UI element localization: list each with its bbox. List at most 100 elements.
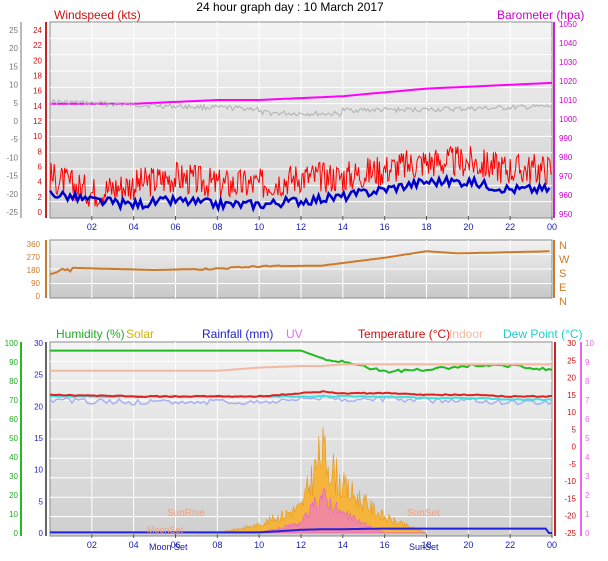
outer-tick: -15 [6,172,18,181]
x-tick-label: 16 [380,222,390,232]
windspeed-tick: 24 [33,26,42,35]
rainfall-tick: 0 [39,529,44,538]
barometer-tick: 1040 [559,39,577,48]
indoor-temperature-series [50,363,552,372]
rainfall-tick: 20 [34,402,43,411]
humidity-tick: 40 [9,453,18,462]
barometer-tick: 1050 [559,20,577,29]
temperature-tick: 25 [567,356,576,365]
temperature-tick: 20 [567,374,576,383]
legend-temperature: Temperature (°C) [358,327,450,341]
outer-tick: 0 [14,117,19,126]
outer-tick: -20 [6,190,18,199]
x-tick-label: 00 [547,540,557,550]
humidity-tick: 60 [9,415,18,424]
windspeed-tick: 20 [33,56,42,65]
windspeed-tick: 18 [33,72,42,81]
direction-tick: 180 [27,266,41,275]
outer-tick: 10 [9,81,18,90]
humidity-tick: 20 [9,491,18,500]
windspeed-tick: 6 [38,163,43,172]
legend-indoor: Indoor [449,327,483,341]
temperature-tick: -25 [564,529,576,538]
direction-tick: 90 [31,279,40,288]
compass-label: N [559,296,567,308]
x-tick-label: 08 [212,540,222,550]
uv-tick: 7 [585,396,590,405]
solar-series [196,427,427,534]
legend-humidity: Humidity (%) [56,327,125,341]
humidity-tick: 30 [9,472,18,481]
compass-label: S [559,268,566,280]
x-tick-label: 08 [212,222,222,232]
x-tick-label: 14 [338,222,348,232]
humidity-tick: 90 [9,358,18,367]
top-horizontal-grid [50,37,552,203]
rainfall-series [50,527,552,534]
x-tick-label: 02 [87,222,97,232]
sunset-annotation: SunSet [407,508,440,519]
x-tick-label: 12 [296,540,306,550]
barometer-axis-label: Barometer (hpa) [497,8,584,22]
moonset-axis-annotation: Moon Set [149,542,188,552]
x-tick-label: 22 [505,222,515,232]
uv-tick: 4 [585,453,590,462]
windspeed-tick: 8 [38,147,43,156]
legend-dewpoint: Dew Point (°C) [503,327,582,341]
x-tick-label: 06 [170,222,180,232]
legend-solar: Solar [126,327,154,341]
windspeed-axis-label: Windspeed (kts) [54,8,141,22]
rainfall-axis-ticks: 30 25 20 15 10 5 0 [34,339,43,538]
rainfall-tick: 30 [34,339,43,348]
temperature-tick: 30 [567,339,576,348]
barometer-tick: 1010 [559,96,577,105]
rainfall-tick: 25 [34,371,43,380]
legend-uv: UV [286,327,303,341]
uv-tick: 1 [585,510,590,519]
moonset-annotation: MoonSet [147,525,184,535]
windspeed-tick: 2 [38,193,43,202]
humidity-tick: 10 [9,510,18,519]
barometer-tick: 960 [559,191,573,200]
bottom-time-axis: 02 04 06 08 10 12 14 16 18 20 22 00 [87,534,557,550]
windspeed-tick: 14 [33,102,42,111]
x-tick-label: 16 [380,540,390,550]
uv-tick: 8 [585,377,590,386]
humidity-tick: 100 [5,339,19,348]
x-tick-label: 22 [505,540,515,550]
barometer-tick: 1030 [559,58,577,67]
x-tick-label: 04 [129,222,139,232]
rainfall-tick: 15 [34,434,43,443]
temperature-tick: 5 [572,425,577,434]
rainfall-tick: 5 [39,497,44,506]
windspeed-tick: 22 [33,41,42,50]
outer-tick: 25 [9,26,18,35]
windspeed-series [49,146,552,208]
uv-tick: 10 [585,339,594,348]
x-tick-label: 02 [87,540,97,550]
windspeed-tick: 12 [33,117,42,126]
humidity-tick: 80 [9,377,18,386]
x-tick-label: 12 [296,222,306,232]
x-tick-label: 18 [421,222,431,232]
windspeed-tick: 16 [33,87,42,96]
x-tick-label: 10 [254,540,264,550]
temperature-tick: -10 [564,477,576,486]
barometer-axis-ticks: 1050 1040 1030 1020 1010 1000 990 980 970 960 950 [559,20,577,219]
outer-tick: 5 [14,99,19,108]
temperature-axis-ticks: 30 25 20 15 10 5 0 -5 -10 -15 -20 -25 [564,339,576,538]
outer-tick: -25 [6,208,18,217]
x-tick-label: 04 [129,540,139,550]
temperature-tick: 0 [572,443,577,452]
direction-degree-ticks: 360 270 180 90 0 [27,240,41,301]
uv-tick: 2 [585,491,590,500]
barometer-tick: 980 [559,153,573,162]
temperature-tick: -20 [564,512,576,521]
sunrise-annotation: SunRise [167,508,205,519]
direction-tick: 0 [36,292,41,301]
direction-tick: 360 [27,240,41,249]
